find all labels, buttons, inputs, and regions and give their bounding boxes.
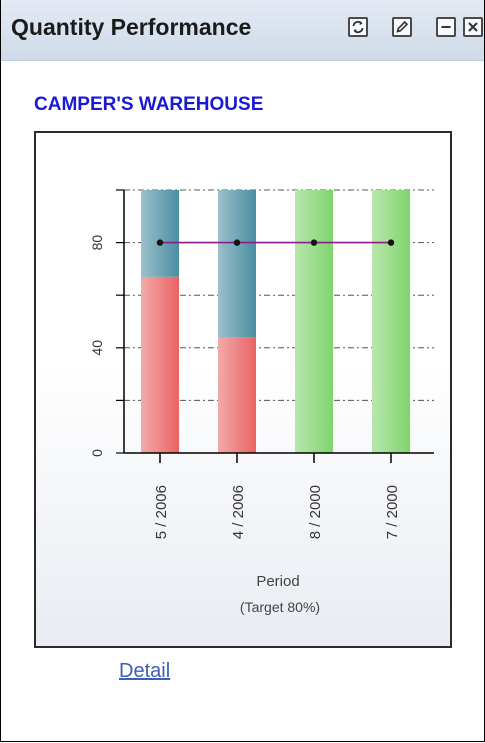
- x-axis-subtitle: (Target 80%): [240, 599, 320, 615]
- target-point: [156, 239, 164, 246]
- refresh-icon: [352, 20, 364, 34]
- quantity-chart: 0 40 80 5 / 2006 4 / 2006 8 / 2000 7 / 2000 Per…: [34, 131, 452, 648]
- x-axis-title: Period: [256, 573, 299, 590]
- pagelet-title: Quantity Performance: [11, 14, 252, 40]
- y-tick-label: 80: [89, 235, 105, 251]
- bar-highlight: [141, 276, 179, 453]
- bar-highlight: [141, 190, 179, 277]
- target-point: [387, 239, 395, 246]
- x-tick-label: 8 / 2000: [307, 485, 324, 539]
- bar-highlight: [295, 190, 333, 453]
- edit-button[interactable]: [392, 17, 412, 37]
- bar-highlight: [372, 190, 410, 453]
- minimize-icon: [441, 26, 451, 28]
- y-tick-label: 40: [89, 340, 105, 356]
- pagelet-header: Quantity Performance: [1, 0, 484, 61]
- y-tick-label: 0: [89, 449, 105, 457]
- x-tick-label: 5 / 2006: [153, 485, 170, 539]
- close-icon: [468, 22, 478, 32]
- minimize-button[interactable]: [436, 17, 456, 37]
- x-tick-label: 7 / 2000: [384, 485, 401, 539]
- target-point: [233, 239, 241, 246]
- pencil-icon: [396, 20, 409, 33]
- bar-highlight: [218, 337, 256, 453]
- refresh-button[interactable]: [348, 17, 368, 37]
- chart-svg: 0 40 80 5 / 2006 4 / 2006 8 / 2000 7 / 2000 Per…: [89, 189, 434, 615]
- organization-name: CAMPER'S WAREHOUSE: [34, 94, 264, 115]
- bar-highlight: [218, 190, 256, 338]
- target-point: [310, 239, 318, 246]
- detail-link[interactable]: Detail: [119, 660, 171, 682]
- close-button[interactable]: [463, 17, 483, 37]
- x-tick-label: 4 / 2006: [230, 485, 247, 539]
